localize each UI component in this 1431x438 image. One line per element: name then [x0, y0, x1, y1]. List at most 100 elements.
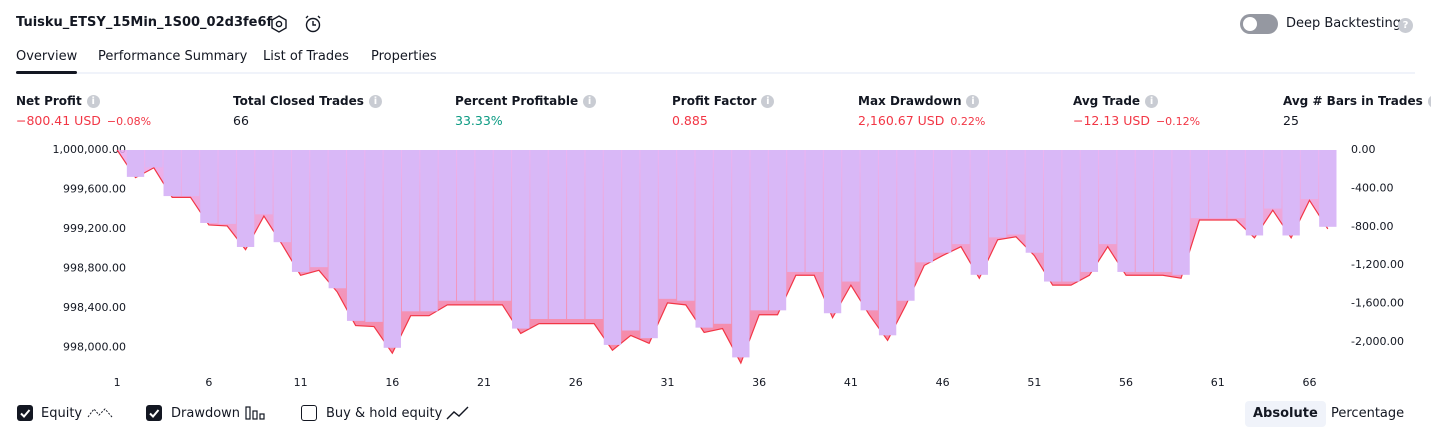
tab[interactable]: List of Trades — [263, 49, 349, 64]
metric-value: 33.33% — [455, 113, 503, 128]
drawdown-bar — [677, 150, 695, 301]
drawdown-bar — [181, 150, 200, 197]
metric-value: −12.13 USD −0.12% — [1073, 113, 1200, 128]
info-icon[interactable]: i — [368, 95, 382, 108]
equity-chart: 1,000,000.00 999,600.00 999,200.00 998,800.… — [53, 143, 1404, 389]
drawdown-bar — [530, 150, 548, 319]
metric-label-text: Percent Profitable — [455, 94, 579, 108]
drawdown-bar — [1190, 150, 1209, 219]
metric-value-text: −12.13 USD — [1073, 113, 1150, 128]
tab[interactable]: Performance Summary — [98, 49, 248, 64]
drawdown-bar — [1025, 150, 1044, 253]
metric-label-text: Profit Factor — [672, 94, 757, 108]
info-icon[interactable]: i — [1145, 95, 1159, 108]
drawdown-bar — [310, 150, 328, 268]
drawdown-bar — [658, 150, 677, 299]
drawdown-bar — [1172, 150, 1190, 275]
drawdown-bar — [163, 150, 181, 197]
drawdown-bar — [622, 150, 640, 331]
metric-value: 66 — [233, 113, 249, 128]
drawdown-bar — [1227, 150, 1245, 219]
drawdown-bar — [291, 150, 310, 272]
deep-backtesting-toggle[interactable] — [1240, 14, 1278, 34]
header-icons — [271, 15, 321, 33]
info-icon[interactable]: i — [583, 95, 597, 108]
x-tick-label: 1 — [114, 376, 121, 389]
legend-label: Drawdown — [171, 406, 241, 421]
scale-button[interactable]: Percentage — [1331, 406, 1405, 421]
drawdown-bar — [273, 150, 291, 243]
metric-value: 2,160.67 USD 0.22% — [858, 113, 985, 128]
deep-backtesting-label: Deep Backtesting — [1286, 16, 1402, 31]
drawdown-bar — [255, 150, 273, 215]
drawdown-bar — [988, 150, 1007, 238]
drawdown-bar — [750, 150, 768, 311]
buy-hold-icon — [446, 406, 469, 420]
metric-label: Max Drawdown i — [858, 94, 980, 108]
y2-tick-label: -800.00 — [1351, 220, 1393, 233]
equity-icon — [87, 408, 113, 418]
x-tick-label: 61 — [1211, 376, 1225, 389]
x-tick-label: 31 — [660, 376, 674, 389]
drawdown-bar — [145, 150, 163, 168]
drawdown-bar — [420, 150, 438, 312]
metric-label: Net Profit i — [16, 94, 100, 108]
metric-label: Total Closed Trades i — [233, 94, 382, 108]
help-icon[interactable]: ? — [1398, 18, 1413, 33]
metric-value-text: −800.41 USD — [16, 113, 101, 128]
drawdown-bar — [1080, 150, 1099, 272]
drawdown-bar — [695, 150, 713, 328]
legend-checkbox[interactable] — [17, 405, 33, 421]
drawdown-bar — [768, 150, 787, 311]
info-icon[interactable]: i — [86, 95, 100, 108]
drawdown-bar — [732, 150, 750, 358]
drawdown-bar — [1264, 150, 1282, 209]
metric-label-text: Max Drawdown — [858, 94, 962, 108]
y2-tick-label: -1,200.00 — [1351, 258, 1404, 271]
x-tick-label: 66 — [1302, 376, 1316, 389]
y2-tick-label: -1,600.00 — [1351, 297, 1404, 310]
drawdown-bar — [475, 150, 493, 301]
metric-label-text: Net Profit — [16, 94, 82, 108]
scale-button[interactable]: Absolute — [1245, 401, 1326, 427]
metric-value-text: 0.885 — [672, 113, 708, 128]
drawdown-bar — [787, 150, 805, 272]
tab-rail — [16, 72, 1415, 74]
drawdown-bar — [1044, 150, 1062, 282]
metric-value-text: 2,160.67 USD — [858, 113, 945, 128]
y-tick-label: 999,600.00 — [63, 182, 126, 195]
drawdown-bar — [897, 150, 915, 301]
metric-percent: −0.08% — [106, 115, 152, 128]
x-tick-label: 26 — [569, 376, 583, 389]
info-icon[interactable]: i — [1427, 95, 1431, 108]
tab[interactable]: Overview — [16, 49, 78, 64]
drawdown-bar — [1300, 150, 1319, 199]
drawdown-bar — [548, 150, 567, 319]
drawdown-bar — [1135, 150, 1154, 272]
legend-checkbox[interactable] — [301, 405, 317, 421]
info-icon[interactable]: i — [966, 95, 980, 108]
drawdown-bar — [970, 150, 988, 275]
drawdown-bar — [1209, 150, 1227, 219]
tab[interactable]: Properties — [371, 49, 437, 64]
drawdown-bar — [1154, 150, 1172, 272]
drawdown-bar — [585, 150, 603, 319]
metric-value: 25 — [1283, 113, 1299, 128]
drawdown-bar — [200, 150, 218, 223]
y2-tick-label: -2,000.00 — [1351, 335, 1404, 348]
settings-icon[interactable] — [271, 15, 287, 33]
alert-icon[interactable] — [305, 15, 321, 33]
drawdown-bar — [1007, 150, 1025, 235]
drawdown-bar — [1062, 150, 1080, 282]
legend-checkbox[interactable] — [146, 405, 162, 421]
y-tick-label: 998,000.00 — [63, 340, 126, 353]
info-icon[interactable]: i — [761, 95, 775, 108]
check-mark — [20, 409, 31, 418]
drawdown-bar — [842, 150, 860, 282]
metric-label: Avg # Bars in Trades i — [1283, 94, 1431, 108]
x-tick-label: 56 — [1119, 376, 1133, 389]
equity-line — [116, 149, 1329, 365]
metric-label-text: Total Closed Trades — [233, 94, 364, 108]
metric-label-text: Avg # Bars in Trades — [1283, 94, 1423, 108]
